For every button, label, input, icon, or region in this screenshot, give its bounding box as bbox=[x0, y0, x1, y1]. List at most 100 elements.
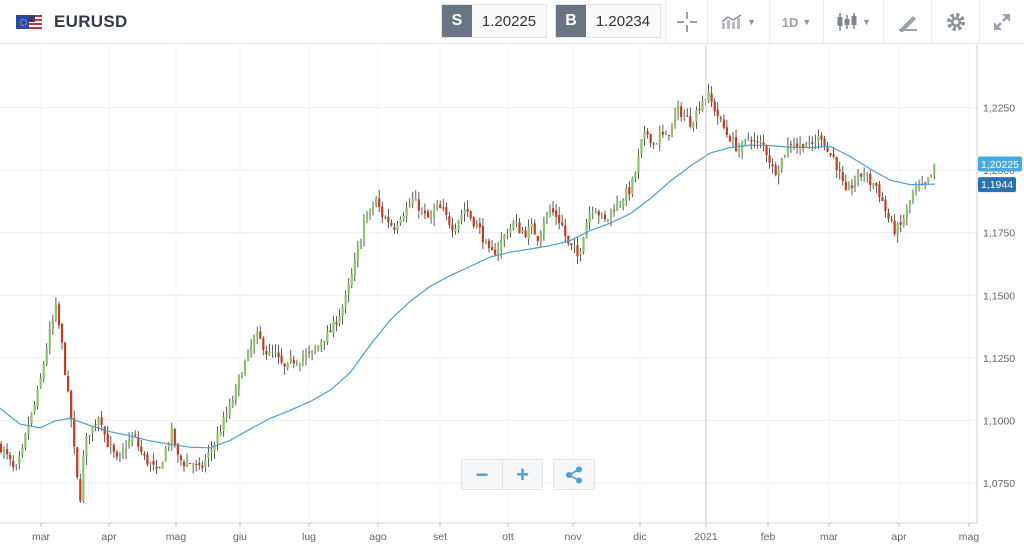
candle bbox=[835, 156, 838, 178]
candle bbox=[677, 100, 680, 121]
buy-price-box[interactable]: B 1.20234 bbox=[555, 4, 661, 38]
candle-body bbox=[118, 454, 122, 457]
candle-body bbox=[582, 237, 585, 252]
candle-body bbox=[73, 417, 76, 447]
price-tick-label: 1,1750 bbox=[983, 228, 1015, 240]
candle bbox=[655, 142, 658, 145]
candle-body bbox=[585, 222, 588, 239]
candle bbox=[314, 344, 317, 355]
candle bbox=[701, 95, 704, 112]
candle bbox=[564, 218, 567, 243]
candle-body bbox=[131, 436, 134, 442]
candle bbox=[179, 454, 183, 466]
candle-body bbox=[326, 331, 329, 343]
candle-body bbox=[250, 346, 253, 353]
candle bbox=[585, 218, 588, 239]
candle-body bbox=[176, 444, 179, 455]
candle bbox=[399, 216, 402, 226]
share-button[interactable] bbox=[554, 460, 594, 489]
candle-body bbox=[396, 224, 399, 230]
candle bbox=[637, 149, 640, 180]
candle bbox=[451, 217, 454, 238]
candle-body bbox=[30, 412, 33, 424]
candle-body bbox=[262, 338, 265, 351]
timeframe-select[interactable]: 1D ▼ bbox=[769, 0, 823, 44]
candle-body bbox=[579, 251, 582, 256]
candle-body bbox=[521, 230, 524, 233]
candle bbox=[616, 195, 619, 212]
crosshair-button[interactable] bbox=[665, 0, 707, 44]
candle-body bbox=[143, 453, 146, 456]
candle bbox=[890, 215, 893, 223]
candle bbox=[829, 152, 832, 157]
candle-body bbox=[417, 199, 420, 211]
price-chart[interactable]: 1,22501,20001,17501,15001,12501,10001,07… bbox=[0, 45, 1024, 549]
candle bbox=[429, 210, 433, 224]
settings-button[interactable] bbox=[931, 0, 979, 44]
candle-body bbox=[829, 153, 832, 156]
candle-body bbox=[429, 215, 433, 218]
candle-body bbox=[518, 222, 521, 234]
candle-body bbox=[265, 351, 268, 355]
candle-body bbox=[292, 359, 295, 364]
candle-body bbox=[576, 245, 579, 257]
candle-body bbox=[701, 101, 704, 112]
candle bbox=[719, 115, 722, 123]
compare-button[interactable]: ▼ bbox=[707, 0, 769, 44]
candle bbox=[158, 466, 161, 469]
chart-type-select[interactable]: ▼ bbox=[823, 0, 883, 44]
candle bbox=[106, 425, 109, 448]
time-tick-label: mag bbox=[959, 531, 980, 543]
candle bbox=[21, 443, 24, 458]
candle-body bbox=[45, 348, 48, 365]
candle bbox=[164, 445, 167, 462]
candle-body bbox=[320, 340, 323, 347]
candle-body bbox=[869, 173, 872, 186]
candle-body bbox=[487, 240, 491, 248]
candle-body bbox=[561, 222, 564, 226]
candle-body bbox=[393, 227, 396, 231]
candle-body bbox=[631, 177, 634, 194]
candle-body bbox=[307, 351, 311, 353]
candle bbox=[423, 203, 427, 220]
candle bbox=[210, 441, 213, 461]
draw-tools-button[interactable] bbox=[883, 0, 931, 44]
timeframe-value: 1D bbox=[781, 14, 799, 30]
candle bbox=[689, 107, 692, 129]
candle bbox=[54, 297, 57, 322]
candle bbox=[292, 355, 295, 369]
candle bbox=[771, 158, 774, 174]
zoom-in-button[interactable]: + bbox=[502, 460, 542, 489]
candle-body bbox=[469, 211, 472, 219]
candle-body bbox=[725, 127, 728, 135]
sell-tag: S bbox=[442, 5, 472, 37]
candle bbox=[490, 240, 494, 251]
time-tick-label: ago bbox=[369, 531, 387, 543]
candle-body bbox=[893, 220, 896, 234]
candle bbox=[307, 345, 311, 358]
candle-body bbox=[280, 355, 283, 363]
candle bbox=[24, 432, 27, 451]
candle bbox=[902, 214, 905, 228]
candle bbox=[405, 201, 408, 223]
fullscreen-button[interactable] bbox=[979, 0, 1024, 44]
zoom-out-button[interactable]: − bbox=[462, 460, 502, 489]
candle bbox=[780, 157, 783, 173]
candle-body bbox=[524, 230, 527, 237]
candle bbox=[768, 147, 771, 169]
candle-body bbox=[680, 106, 683, 118]
candle-body bbox=[741, 142, 744, 152]
candle bbox=[390, 219, 393, 227]
candle bbox=[170, 422, 173, 452]
candle bbox=[2, 446, 6, 459]
candle bbox=[219, 424, 222, 437]
candle bbox=[381, 201, 384, 223]
candle-body bbox=[860, 173, 863, 177]
candle-body bbox=[411, 199, 414, 204]
candle bbox=[237, 374, 240, 397]
candle-body bbox=[137, 436, 140, 447]
candle-body bbox=[115, 452, 118, 457]
candle-body bbox=[643, 132, 646, 139]
sell-price-box[interactable]: S 1.20225 bbox=[441, 4, 547, 38]
candle-body bbox=[762, 142, 765, 145]
